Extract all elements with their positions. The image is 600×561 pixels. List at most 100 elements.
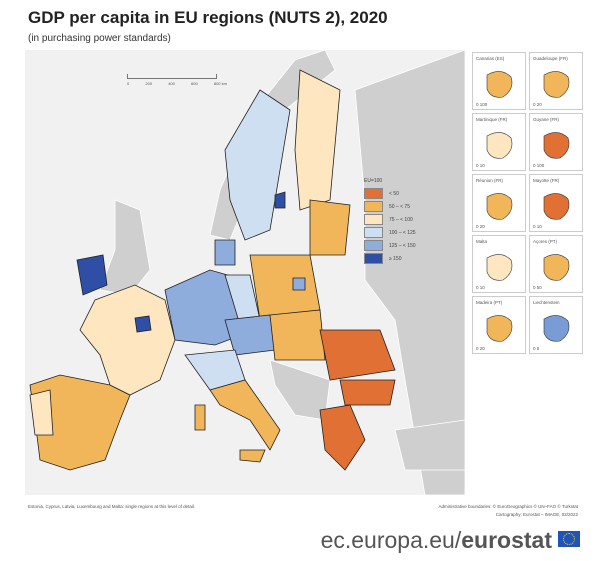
- inset-scale: 0 10: [476, 285, 485, 290]
- inset-map: Açores (PT) 0 50: [529, 235, 583, 293]
- inset-shape: [486, 132, 513, 159]
- inset-map: Canarias (ES) 0 100: [472, 52, 526, 110]
- scale-label: 0: [127, 81, 130, 86]
- non-eu-east: [354, 50, 465, 495]
- scale-label: 200: [145, 81, 153, 86]
- legend-swatch: [364, 214, 383, 225]
- inset-scale: 0 20: [533, 102, 542, 107]
- legend-label: < 50: [389, 190, 399, 197]
- page-title: GDP per capita in EU regions (NUTS 2), 2…: [28, 8, 388, 27]
- inset-scale: 0 20: [476, 224, 485, 229]
- credit-line: Cartography: Eurostat – IMAGE, 02/2022: [495, 512, 578, 517]
- inset-label: Canarias (ES): [476, 56, 505, 61]
- legend: EU=100 < 50 50 – < 75 75 – < 100 100 – < 12…: [364, 178, 416, 265]
- inset-shape: [486, 254, 513, 281]
- region-poland: [249, 254, 321, 321]
- inset-label: Guadeloupe (FR): [533, 56, 568, 61]
- region-greece: [319, 404, 366, 471]
- region-denmark: [214, 239, 236, 266]
- region-italy-south: [209, 379, 281, 451]
- inset-scale: 0 10: [533, 224, 542, 229]
- inset-scale: 0 20: [476, 346, 485, 351]
- legend-label: 100 – < 125: [389, 229, 416, 236]
- region-baltics: [309, 199, 351, 256]
- legend-swatch: [364, 201, 383, 212]
- region-sweden: [224, 89, 291, 241]
- inset-map: Réunion (FR) 0 20: [472, 174, 526, 232]
- legend-label: 75 – < 100: [389, 216, 413, 223]
- legend-label: 125 – < 150: [389, 242, 416, 249]
- region-bulgaria: [339, 379, 396, 406]
- legend-swatch: [364, 240, 383, 251]
- brand-prefix: ec.europa.eu/: [320, 527, 462, 553]
- inset-scale: 0 5: [533, 346, 540, 351]
- inset-shape: [486, 315, 513, 342]
- inset-map: Malta 0 10: [472, 235, 526, 293]
- inset-map: Madeira (PT) 0 20: [472, 296, 526, 354]
- inset-label: Malta: [476, 239, 488, 244]
- region-hungary-slovakia: [269, 309, 326, 361]
- inset-shape: [543, 71, 570, 98]
- inset-shape: [543, 193, 570, 220]
- eurostat-link[interactable]: ec.europa.eu/eurostat: [321, 527, 552, 554]
- legend-swatch: [364, 253, 383, 264]
- region-sicily: [239, 449, 266, 463]
- footnote: Estonia, Cyprus, Latvia, Luxembourg and …: [28, 504, 196, 509]
- legend-label: ≥ 150: [389, 255, 402, 262]
- inset-shape: [486, 193, 513, 220]
- credits: Administrative boundaries: © EuroGeograp…: [438, 503, 578, 519]
- region-warsaw: [292, 277, 306, 291]
- legend-swatch: [364, 188, 383, 199]
- legend-item: 75 – < 100: [364, 213, 416, 226]
- eu-flag-icon: [558, 531, 580, 547]
- inset-shape: [486, 71, 513, 98]
- inset-maps: Canarias (ES) 0 100 Guadeloupe (FR) 0 20 Mar…: [472, 52, 584, 354]
- region-portugal-north: [29, 389, 54, 436]
- inset-scale: 0 10: [476, 163, 485, 168]
- credit-line: Administrative boundaries: © EuroGeograp…: [438, 504, 578, 509]
- inset-label: Réunion (FR): [476, 178, 504, 183]
- region-ireland: [76, 254, 108, 296]
- legend-swatch: [364, 227, 383, 238]
- brand-name: eurostat: [461, 527, 552, 553]
- region-romania: [319, 329, 396, 381]
- inset-map: Mayotte (FR) 0 10: [529, 174, 583, 232]
- inset-map: Martinique (FR) 0 10: [472, 113, 526, 171]
- inset-label: Liechtenstein: [533, 300, 560, 305]
- inset-label: Guyane (FR): [533, 117, 560, 122]
- legend-item: < 50: [364, 187, 416, 200]
- legend-item: 100 – < 125: [364, 226, 416, 239]
- scale-bar: 0 200 400 600 800 km: [127, 74, 227, 86]
- balkans: [269, 359, 331, 421]
- legend-title: EU=100: [364, 178, 383, 184]
- legend-item: 50 – < 75: [364, 200, 416, 213]
- eu-regions-map: [25, 50, 465, 495]
- inset-shape: [543, 132, 570, 159]
- inset-shape: [543, 315, 570, 342]
- region-stockholm: [274, 191, 286, 209]
- region-paris: [134, 315, 152, 333]
- inset-map: Guadeloupe (FR) 0 20: [529, 52, 583, 110]
- inset-scale: 0 50: [533, 285, 542, 290]
- inset-scale: 0 100: [476, 102, 488, 107]
- inset-map: Liechtenstein 0 5: [529, 296, 583, 354]
- legend-item: 125 – < 150: [364, 239, 416, 252]
- inset-label: Açores (PT): [533, 239, 558, 244]
- inset-label: Madeira (PT): [476, 300, 503, 305]
- region-france: [79, 284, 176, 396]
- inset-shape: [543, 254, 570, 281]
- turkey: [394, 419, 465, 471]
- scale-label: 400: [168, 81, 175, 86]
- region-sardinia: [194, 404, 206, 431]
- legend-label: 50 – < 75: [389, 203, 410, 210]
- subtitle: (in purchasing power standards): [28, 33, 171, 44]
- region-iberia: [29, 374, 131, 471]
- inset-map: Guyane (FR) 0 100: [529, 113, 583, 171]
- scale-label: 600: [191, 81, 198, 86]
- scale-label: 800 km: [213, 81, 227, 86]
- inset-label: Martinique (FR): [476, 117, 508, 122]
- inset-scale: 0 100: [533, 163, 545, 168]
- legend-item: ≥ 150: [364, 252, 416, 265]
- inset-label: Mayotte (FR): [533, 178, 560, 183]
